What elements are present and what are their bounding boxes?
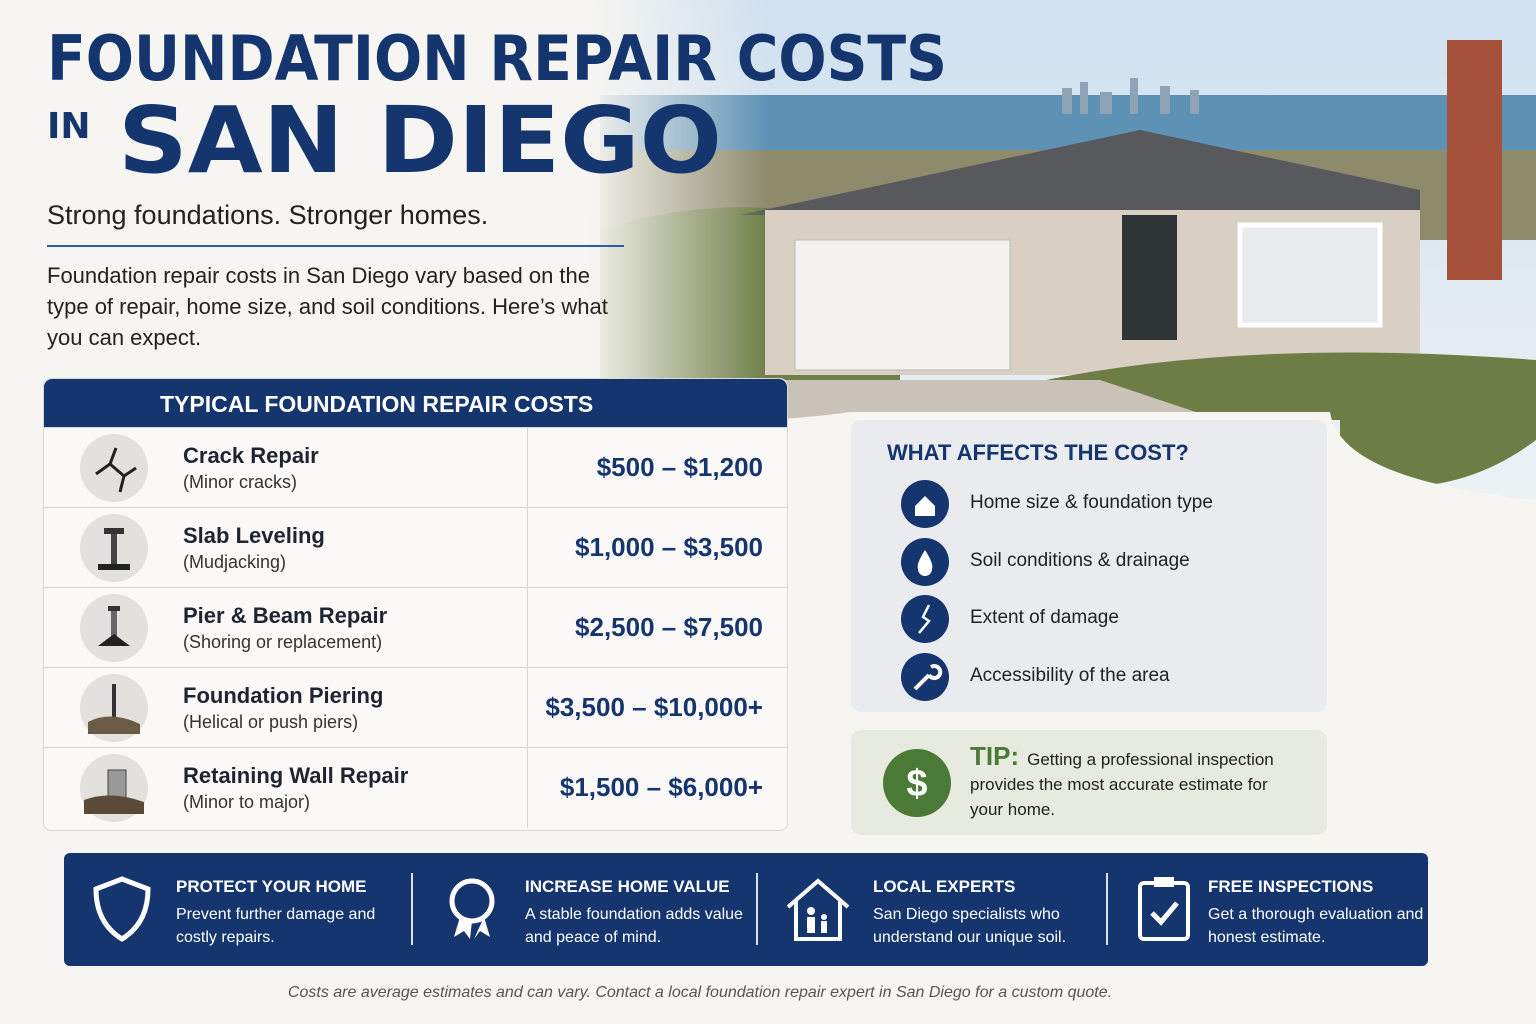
repair-name: Pier & Beam Repair <box>183 603 388 628</box>
benefit-icon <box>786 878 850 941</box>
benefit-title: PROTECT YOUR HOME <box>176 877 367 896</box>
factor-text: Home size & foundation type <box>970 492 1213 513</box>
divider <box>47 245 624 247</box>
tip-text: TIP: Getting a professional inspection pr… <box>970 741 1300 822</box>
repair-icon <box>80 514 148 582</box>
column-divider <box>527 428 528 508</box>
factor-icon <box>901 595 949 643</box>
cost-row: Crack Repair (Minor cracks) $500 – $1,200 <box>44 427 787 508</box>
cost-row: Foundation Piering (Helical or push piers… <box>44 667 787 748</box>
tagline: Strong foundations. Stronger homes. <box>47 200 489 230</box>
repair-price: $500 – $1,200 <box>596 452 763 482</box>
repair-detail: (Minor to major) <box>183 792 311 812</box>
benefit-divider <box>411 873 413 945</box>
benefit-icon <box>449 878 495 939</box>
cost-table: TYPICAL FOUNDATION REPAIR COSTS Crack Re… <box>43 378 788 831</box>
factor-text: Accessibility of the area <box>970 664 1170 686</box>
repair-price: $1,000 – $3,500 <box>575 532 763 562</box>
title: FOUNDATION REPAIR COSTS IN SAN DIEGO <box>47 22 947 190</box>
benefit-title: INCREASE HOME VALUE <box>525 877 730 896</box>
intro: Foundation repair costs in San Diego var… <box>47 263 608 350</box>
column-divider <box>527 668 528 748</box>
benefit: PROTECT YOUR HOME Prevent further damage … <box>176 877 416 949</box>
factors-title: WHAT AFFECTS THE COST? <box>887 440 1189 465</box>
footnote: Costs are average estimates and can vary… <box>287 984 1113 1001</box>
factor-icon <box>901 652 949 701</box>
benefit-title: LOCAL EXPERTS <box>873 877 1016 896</box>
benefit-text: San Diego specialists who understand our… <box>873 906 1067 946</box>
column-divider <box>527 588 528 668</box>
cost-row: Pier & Beam Repair (Shoring or replacemen… <box>44 587 787 668</box>
repair-icon <box>80 754 148 822</box>
repair-name: Crack Repair <box>183 443 319 468</box>
cost-row: Retaining Wall Repair (Minor to major) $1,… <box>44 747 787 828</box>
factor-icon <box>901 537 949 586</box>
benefits-banner: PROTECT YOUR HOME Prevent further damage … <box>64 853 1428 966</box>
benefit-divider <box>1106 873 1108 945</box>
benefit-icon <box>93 876 151 942</box>
repair-icon <box>80 594 148 662</box>
repair-icon <box>80 674 148 742</box>
benefit: INCREASE HOME VALUE A stable foundation a… <box>525 877 765 949</box>
repair-detail: (Helical or push piers) <box>183 712 359 732</box>
table-title: TYPICAL FOUNDATION REPAIR COSTS <box>44 379 787 427</box>
benefit-icon <box>1138 877 1190 941</box>
repair-detail: (Shoring or replacement) <box>183 632 383 652</box>
repair-price: $3,500 – $10,000+ <box>545 692 763 722</box>
repair-price: $2,500 – $7,500 <box>575 612 763 642</box>
svg-text:$: $ <box>906 763 927 805</box>
benefit-text: A stable foundation adds value and peace… <box>525 906 743 946</box>
factor-icon <box>901 480 949 528</box>
benefit-divider <box>756 873 758 945</box>
tip-body: Getting a professional inspection provid… <box>970 750 1274 819</box>
benefit-text: Prevent further damage and costly repair… <box>176 906 376 946</box>
benefit-title: FREE INSPECTIONS <box>1208 877 1374 896</box>
repair-name: Retaining Wall Repair <box>183 763 409 788</box>
title-line2: SAN DIEGO <box>118 87 722 190</box>
title-line1: FOUNDATION REPAIR COSTS <box>47 22 947 95</box>
repair-name: Slab Leveling <box>183 523 325 548</box>
repair-icon <box>80 434 148 502</box>
benefit-text: Get a thorough evaluation and honest est… <box>1208 906 1424 946</box>
repair-detail: (Mudjacking) <box>183 552 287 572</box>
factor-text: Soil conditions & drainage <box>970 549 1190 571</box>
dollar-icon: $ <box>883 749 951 817</box>
benefit: FREE INSPECTIONS Get a thorough evaluatio… <box>1208 877 1448 949</box>
repair-name: Foundation Piering <box>183 683 384 708</box>
column-divider <box>527 508 528 588</box>
column-divider <box>527 748 528 828</box>
repair-detail: (Minor cracks) <box>183 472 298 492</box>
cost-row: Slab Leveling (Mudjacking) $1,000 – $3,500 <box>44 507 787 588</box>
tip-panel: $ TIP: Getting a professional inspection … <box>851 730 1327 835</box>
repair-price: $1,500 – $6,000+ <box>559 772 763 802</box>
factor-text: Extent of damage <box>970 607 1119 628</box>
benefit: LOCAL EXPERTS San Diego specialists who u… <box>873 877 1113 949</box>
title-in: IN <box>47 106 91 147</box>
factors-panel: WHAT AFFECTS THE COST? Home size & found… <box>851 420 1327 712</box>
tip-label: TIP: <box>970 741 1020 771</box>
